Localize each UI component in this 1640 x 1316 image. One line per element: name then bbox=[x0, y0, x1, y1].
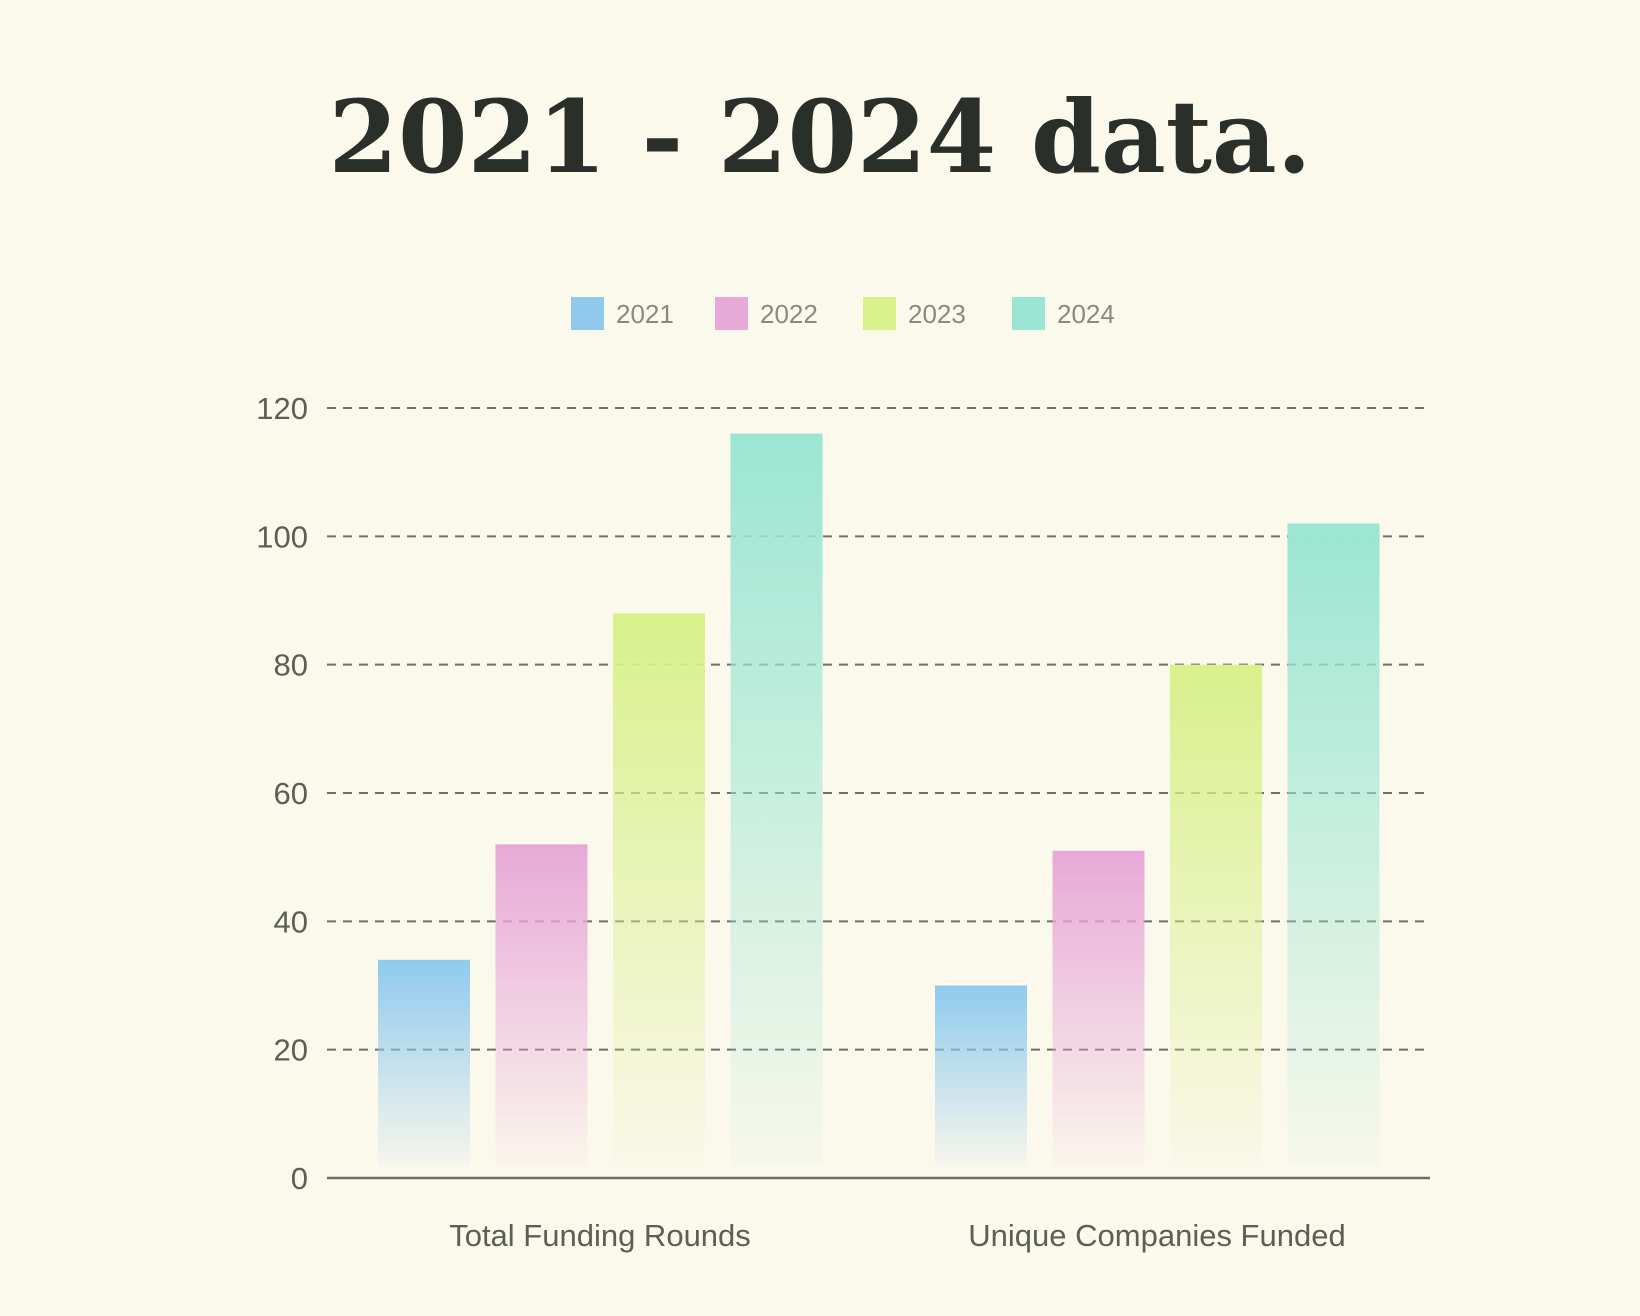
bar-2024-total-funding-rounds bbox=[730, 433, 823, 1167]
y-tick-label: 40 bbox=[274, 904, 308, 939]
x-axis: Total Funding Rounds Unique Companies Fun… bbox=[449, 1218, 1346, 1253]
bar-2024-unique-companies-funded bbox=[1287, 523, 1380, 1166]
legend: 2021 2022 2023 2024 bbox=[571, 297, 1115, 330]
y-tick-label: 100 bbox=[256, 519, 308, 554]
legend-swatch bbox=[571, 297, 604, 330]
y-tick-label: 80 bbox=[274, 648, 308, 683]
legend-label: 2024 bbox=[1057, 299, 1115, 329]
bar-2021-unique-companies-funded bbox=[935, 985, 1027, 1166]
chart-title: 2021 - 2024 data. bbox=[328, 78, 1311, 196]
bar-2022-unique-companies-funded bbox=[1052, 850, 1145, 1166]
bars bbox=[378, 433, 1380, 1167]
bar-2022-total-funding-rounds bbox=[495, 844, 588, 1166]
x-category-label: Unique Companies Funded bbox=[968, 1218, 1345, 1253]
y-tick-label: 0 bbox=[291, 1161, 308, 1196]
y-tick-label: 20 bbox=[274, 1033, 308, 1068]
x-category-label: Total Funding Rounds bbox=[449, 1218, 751, 1253]
legend-swatch bbox=[863, 297, 896, 330]
legend-label: 2021 bbox=[616, 299, 674, 329]
legend-swatch bbox=[715, 297, 748, 330]
legend-label: 2022 bbox=[760, 299, 818, 329]
y-tick-label: 60 bbox=[274, 776, 308, 811]
bar-2023-total-funding-rounds bbox=[613, 613, 705, 1166]
y-tick-label: 120 bbox=[256, 391, 308, 426]
bar-2021-total-funding-rounds bbox=[378, 959, 470, 1166]
y-axis: 0 20 40 60 80 100 120 bbox=[256, 391, 308, 1196]
bar-2023-unique-companies-funded bbox=[1170, 664, 1262, 1166]
gridlines bbox=[327, 407, 1430, 1051]
legend-label: 2023 bbox=[908, 299, 966, 329]
legend-swatch bbox=[1012, 297, 1045, 330]
